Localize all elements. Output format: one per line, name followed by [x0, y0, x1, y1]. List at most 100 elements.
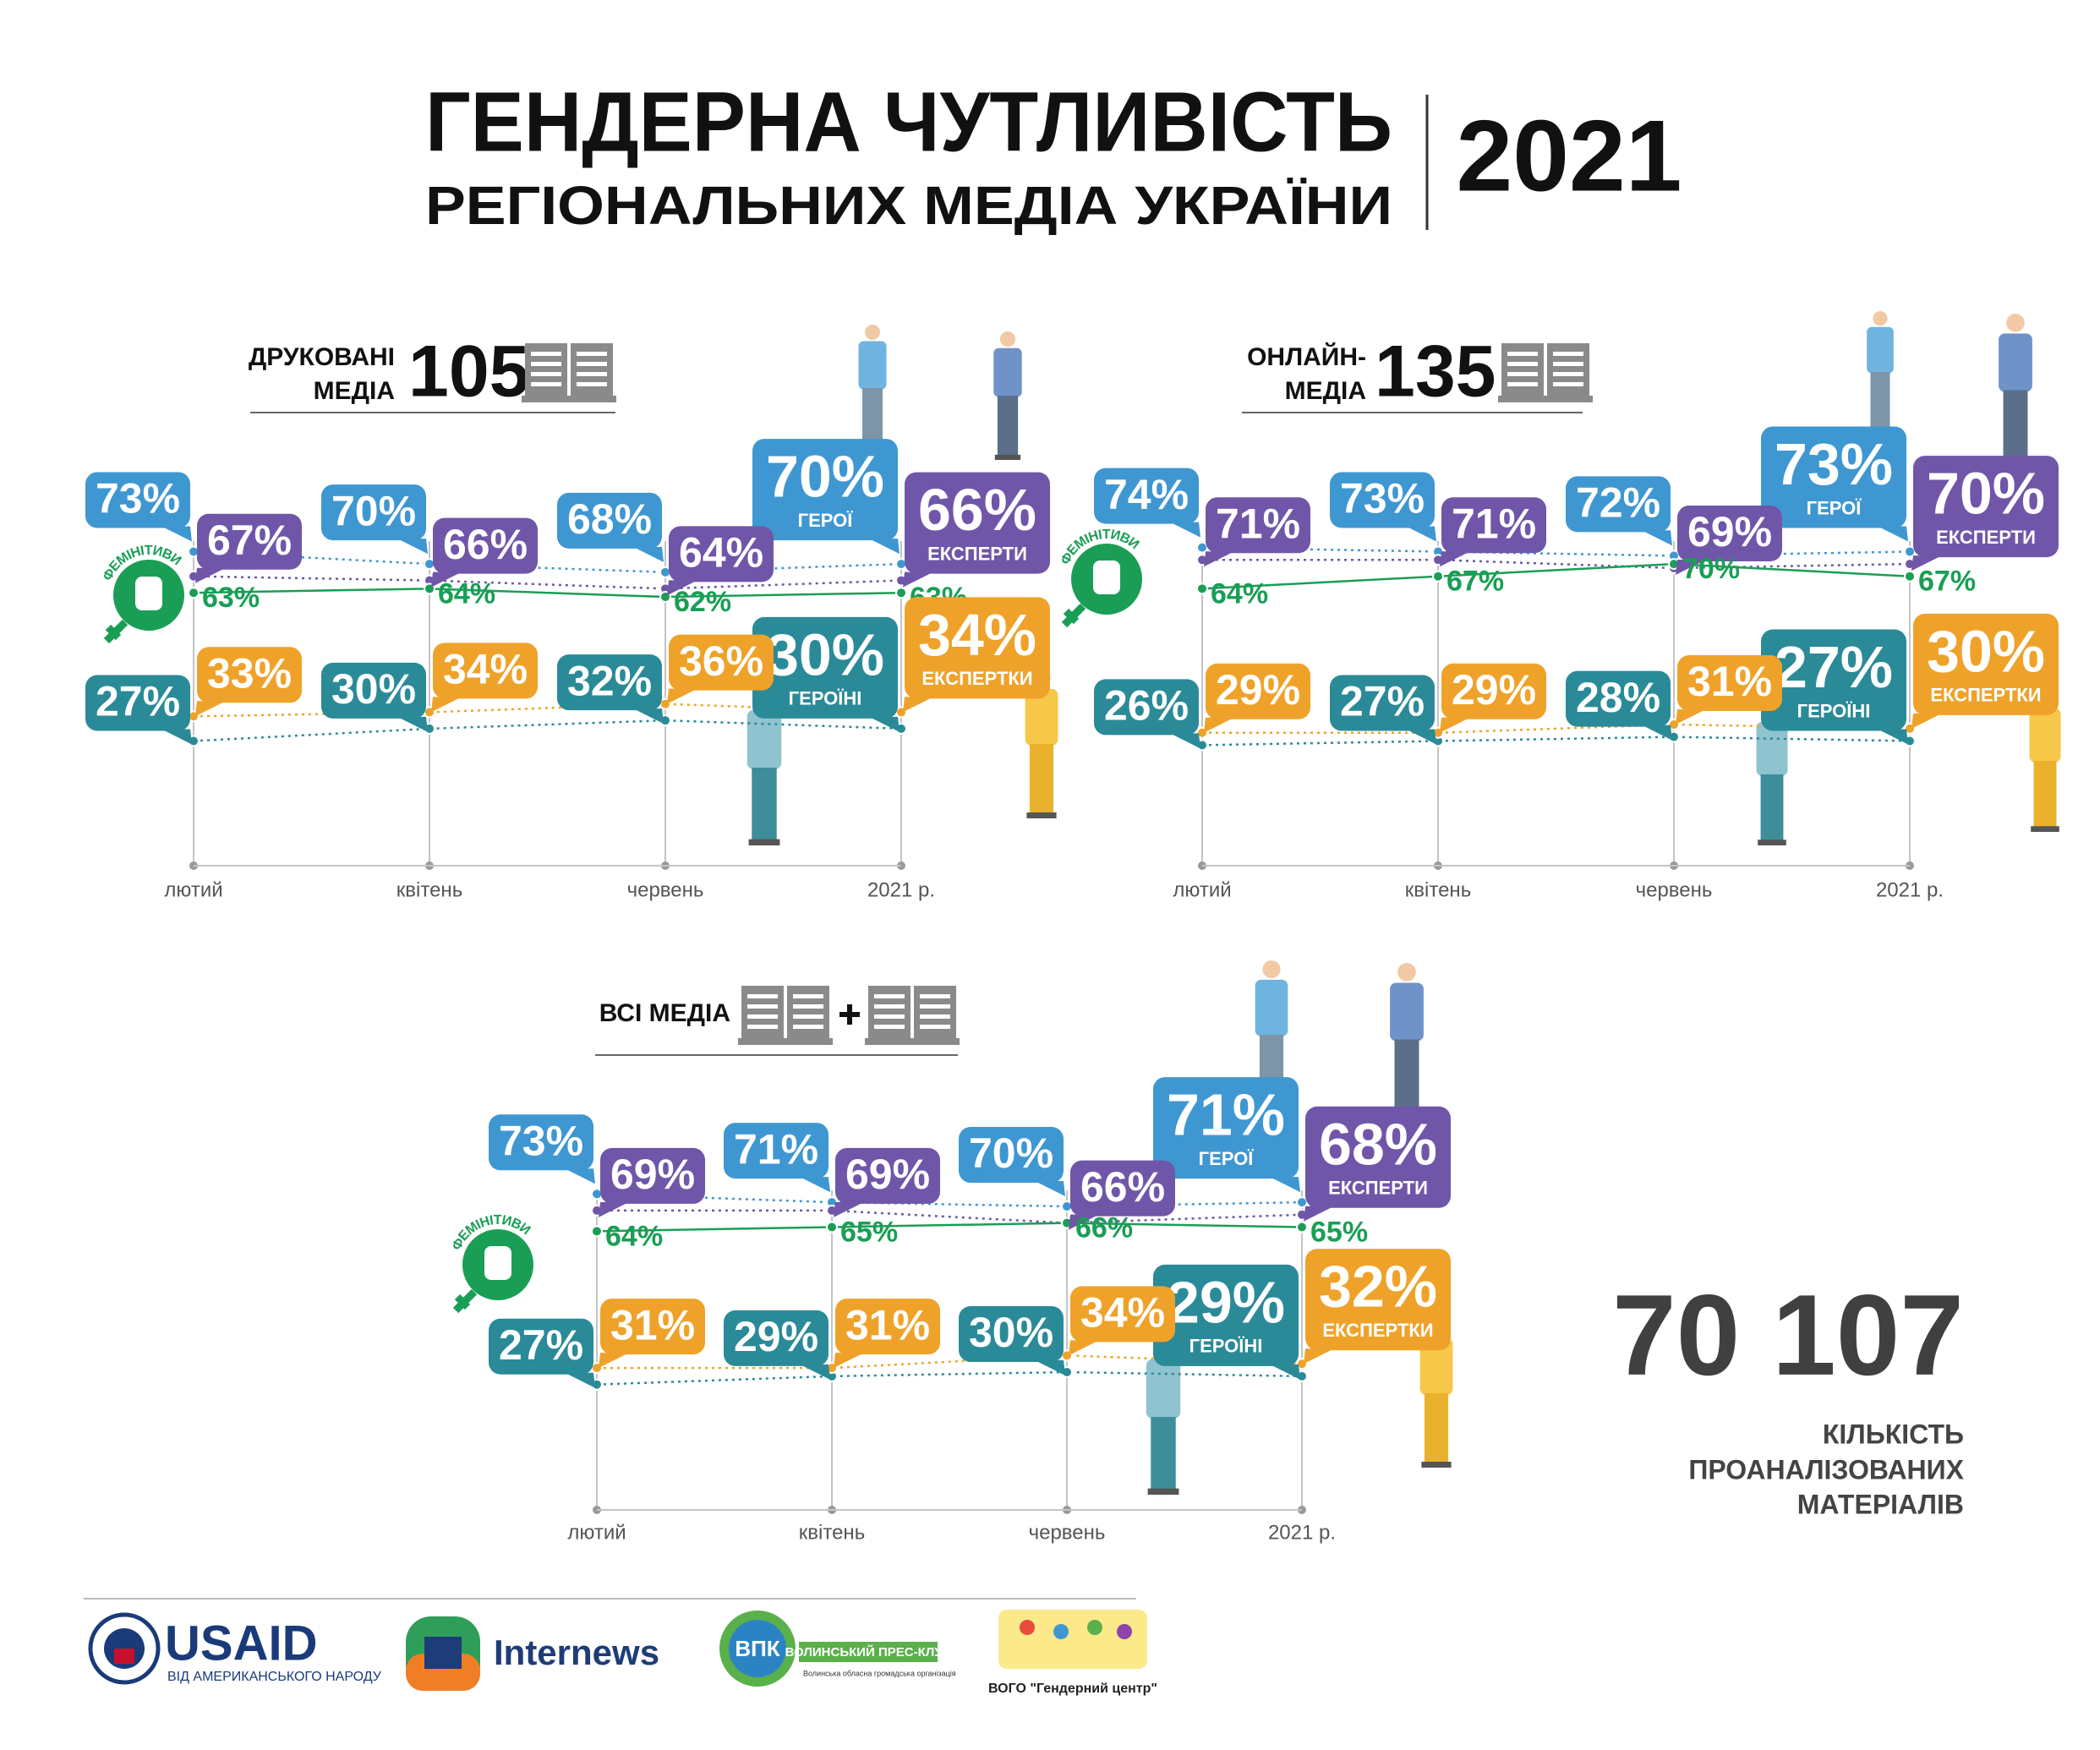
logo-fist: [484, 1246, 511, 1280]
figure-legs: [1029, 744, 1054, 814]
label-bubble: [489, 1318, 593, 1375]
figure-body: [746, 709, 782, 769]
label-bubble: [724, 1310, 829, 1366]
icon-page: [571, 343, 613, 396]
label-bubble-tail: [1170, 522, 1200, 538]
label-bubble: [1206, 663, 1310, 719]
x-tick-label: 2021 р.: [867, 878, 935, 901]
value-label: 69%: [610, 1151, 695, 1198]
logo-tagline: Волинська обласна громадська організація: [803, 1669, 956, 1677]
label-bubble-tail: [565, 1372, 595, 1388]
value-label: 72%: [1576, 479, 1660, 527]
label-bubble: [669, 526, 774, 582]
label-bubble: [1153, 1077, 1299, 1179]
label-bubble-tail: [1676, 559, 1706, 575]
label-bubble-tail: [869, 716, 900, 732]
label-bubble-tail: [834, 1353, 864, 1369]
label-bubble: [433, 517, 538, 574]
figure-body: [1999, 333, 2032, 392]
label-bubble-tail: [834, 1201, 864, 1217]
logo-venus: [452, 1288, 478, 1314]
figure-head: [999, 331, 1016, 347]
icon-line: [1507, 362, 1538, 366]
value-label: 34%: [1080, 1289, 1165, 1337]
figure-legs: [1151, 1417, 1176, 1490]
icon-line: [577, 362, 607, 366]
series-line: [596, 1193, 1303, 1208]
label-bubble: [752, 439, 898, 541]
value-label: 29%: [1167, 1269, 1285, 1335]
series-label: ЕКСПЕРТКИ: [1930, 685, 2041, 706]
figure-legs: [862, 388, 883, 448]
icon-line: [747, 994, 778, 998]
value-label: 29%: [734, 1313, 818, 1360]
illustration: [746, 690, 782, 845]
label-bubble-tail: [633, 546, 664, 562]
label-bubble: [1330, 675, 1435, 731]
label-bubble-tail: [1406, 729, 1436, 745]
icon-line: [1507, 352, 1538, 356]
value-label: 70%: [969, 1129, 1053, 1177]
value-label: 63%: [202, 582, 260, 614]
figure-legs: [2033, 761, 2057, 828]
plus-sign: [839, 1004, 860, 1025]
icon-line: [920, 994, 950, 998]
series-line: [597, 1209, 1303, 1224]
value-label: 64%: [1211, 577, 1268, 610]
series-label: ГЕРОЇНІ: [1189, 1336, 1263, 1357]
label-bubble-tail: [1642, 530, 1672, 546]
figure-head: [1873, 311, 1888, 326]
usaid-logo: USAID ВІД АМЕРИКАНСЬКОГО НАРОДУ: [88, 1612, 382, 1685]
series-label: ГЕРОЇНІ: [789, 688, 862, 709]
figure-legs: [1394, 1039, 1419, 1112]
figure-legs: [1760, 774, 1784, 841]
logo-text: USAID: [165, 1616, 317, 1671]
label-bubble: [1094, 679, 1199, 736]
series-label: ЕКСПЕРТИ: [927, 543, 1027, 564]
label-bubble: [905, 472, 1050, 574]
label-bubble-tail: [1676, 709, 1706, 725]
value-label: 34%: [918, 602, 1036, 668]
chart-title: МЕДІА: [1285, 377, 1366, 405]
figure-body: [993, 347, 1022, 397]
x-tick-label: 2021 р.: [1876, 878, 1944, 901]
logo-band: [799, 1642, 938, 1662]
title-line: ГЕНДЕРНА ЧУТЛИВІСТЬ: [425, 74, 1392, 169]
label-bubble: [1441, 497, 1546, 554]
figure-body: [2029, 708, 2061, 763]
data-point: [1196, 541, 1208, 554]
label-bubble-tail: [633, 708, 664, 725]
icon-page: [525, 343, 567, 396]
logo-tagline: ВІД АМЕРИКАНСЬКОГО НАРОДУ: [167, 1670, 382, 1684]
media-icon: [522, 343, 616, 402]
figure-body: [1867, 326, 1894, 374]
figure-legs: [2003, 390, 2028, 462]
series-line: [193, 588, 902, 599]
label-bubble-tail: [903, 571, 933, 588]
label-bubble: [669, 634, 774, 691]
value-label: 70%: [766, 444, 884, 510]
data-point: [895, 587, 907, 599]
value-label: 67%: [207, 517, 292, 564]
label-bubble: [85, 675, 190, 731]
value-label: 66%: [443, 521, 528, 568]
value-label: 68%: [1319, 1111, 1437, 1177]
x-tick-label: лютий: [1173, 878, 1231, 901]
label-bubble-tail: [431, 571, 462, 588]
value-label: 27%: [1340, 678, 1425, 725]
icon-base: [522, 396, 616, 402]
data-point: [591, 1225, 603, 1238]
figure-shoes: [1421, 1461, 1452, 1468]
label-bubble-tail: [667, 580, 697, 596]
label-bubble-tail: [903, 697, 933, 713]
value-label: 73%: [1340, 475, 1425, 522]
label-bubble: [1677, 505, 1782, 561]
icon-line: [874, 994, 905, 998]
figure-body: [1146, 1359, 1181, 1419]
value-label: 30%: [331, 665, 416, 713]
value-label: 32%: [1319, 1254, 1437, 1320]
logo-text: ВПК: [735, 1636, 779, 1661]
value-label: 70%: [1927, 461, 2045, 527]
value-label: 31%: [845, 1301, 930, 1348]
value-label: 36%: [679, 637, 763, 685]
